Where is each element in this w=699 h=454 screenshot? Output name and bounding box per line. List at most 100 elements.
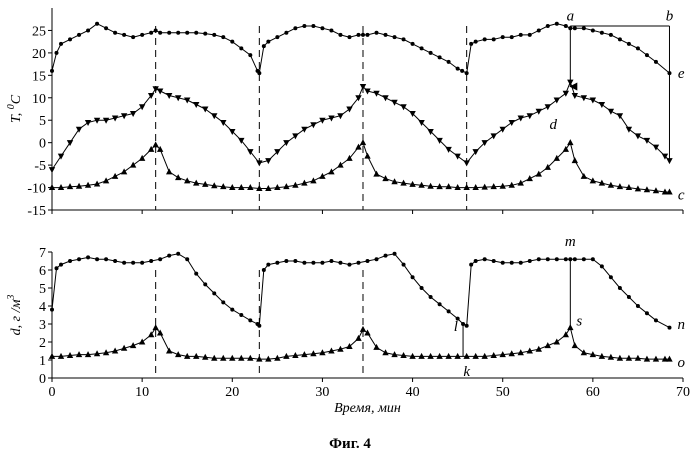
data-point: [131, 261, 135, 265]
data-point: [302, 261, 306, 265]
annotation-letter: o: [677, 355, 685, 371]
data-point: [85, 120, 91, 126]
data-point: [373, 344, 379, 350]
data-point: [567, 139, 573, 145]
data-point: [546, 24, 550, 28]
data-point: [166, 168, 172, 174]
data-point: [140, 33, 144, 37]
data-point: [402, 263, 406, 267]
temperature-panel: -15-10-50510152025T, 0Cabedc: [6, 8, 685, 219]
data-point: [311, 24, 315, 28]
data-point: [501, 261, 505, 265]
x-tick-label: 30: [315, 385, 329, 400]
data-point: [563, 91, 569, 97]
data-point: [112, 173, 118, 179]
data-point: [654, 318, 658, 322]
annotation-letter: s: [576, 313, 582, 329]
data-point: [461, 322, 465, 326]
data-point: [608, 109, 614, 115]
data-point: [509, 120, 515, 126]
data-point: [361, 33, 365, 37]
data-point: [284, 31, 288, 35]
data-point: [590, 177, 596, 183]
data-point: [140, 261, 144, 265]
data-point: [510, 35, 514, 39]
data-point: [573, 26, 577, 30]
data-point: [609, 275, 613, 279]
data-point: [301, 127, 307, 133]
data-point: [337, 162, 343, 168]
data-point: [122, 33, 126, 37]
data-point: [230, 308, 234, 312]
data-point: [86, 28, 90, 32]
data-point: [158, 257, 162, 261]
data-point: [257, 324, 261, 328]
x-tick-label: 50: [496, 385, 510, 400]
data-point: [501, 35, 505, 39]
x-tick-label: 20: [225, 385, 239, 400]
data-point: [262, 44, 266, 48]
annotation-letter: m: [565, 234, 576, 250]
data-point: [86, 255, 90, 259]
data-point: [627, 42, 631, 46]
x-tick-label: 10: [135, 385, 149, 400]
data-point: [356, 33, 360, 37]
data-point: [166, 348, 172, 354]
data-point: [113, 31, 117, 35]
data-point: [55, 51, 59, 55]
data-point: [211, 113, 217, 119]
y-tick-label: 5: [39, 114, 46, 129]
data-point: [555, 22, 559, 26]
data-point: [275, 261, 279, 265]
y-tick-label: 6: [39, 264, 46, 279]
data-point: [518, 115, 524, 121]
series-line-0: [52, 24, 670, 73]
data-point: [68, 37, 72, 41]
data-point: [510, 261, 514, 265]
data-point: [202, 107, 208, 113]
data-point: [293, 26, 297, 30]
data-point: [537, 28, 541, 32]
data-point: [590, 98, 596, 104]
data-point: [465, 324, 469, 328]
data-point: [536, 109, 542, 115]
data-point: [393, 252, 397, 256]
data-point: [104, 26, 108, 30]
data-point: [564, 257, 568, 261]
data-point: [122, 261, 126, 265]
data-point: [328, 168, 334, 174]
y-tick-label: 25: [32, 24, 46, 39]
data-point: [311, 261, 315, 265]
data-point: [563, 331, 569, 337]
data-point: [572, 342, 578, 348]
data-point: [519, 261, 523, 265]
data-point: [256, 160, 262, 166]
y-axis-label-unit: C: [9, 94, 24, 104]
data-point: [483, 37, 487, 41]
data-point: [402, 37, 406, 41]
data-point: [167, 254, 171, 258]
data-point: [469, 263, 473, 267]
data-point: [266, 40, 270, 44]
data-point: [239, 313, 243, 317]
data-point: [469, 42, 473, 46]
data-point: [113, 259, 117, 263]
data-point: [420, 286, 424, 290]
data-point: [320, 261, 324, 265]
data-point: [546, 257, 550, 261]
data-point: [149, 31, 153, 35]
data-point: [329, 259, 333, 263]
data-point: [447, 60, 451, 64]
data-point: [537, 257, 541, 261]
data-point: [636, 46, 640, 50]
data-point: [411, 275, 415, 279]
y-tick-label: -15: [27, 204, 46, 219]
data-point: [364, 153, 370, 159]
humidity-panel: 01234567010203040506070d, г /м3Время, ми…: [6, 234, 690, 416]
y-axis-label-sup: 3: [6, 295, 17, 301]
data-point: [492, 37, 496, 41]
data-point: [176, 252, 180, 256]
data-point: [366, 259, 370, 263]
data-point: [292, 133, 298, 139]
data-point: [474, 259, 478, 263]
